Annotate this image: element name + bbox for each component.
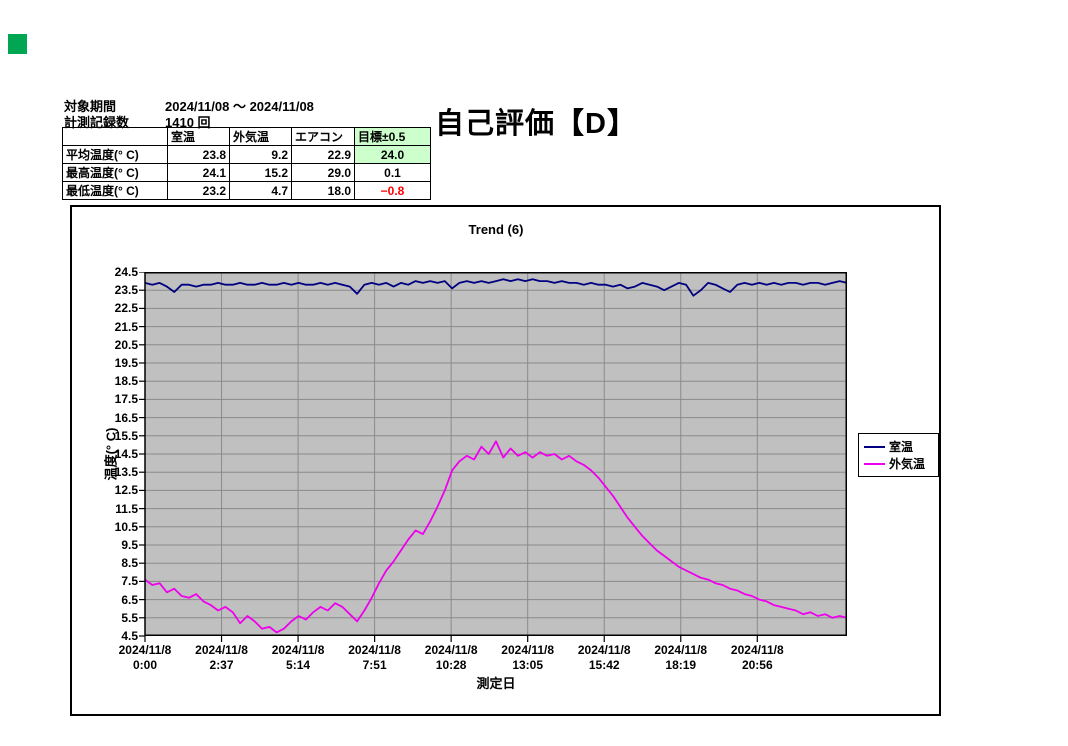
summary-table-header-row: 室温 外気温 エアコン 目標±0.5: [62, 127, 431, 146]
table-row: 最高温度(° C) 24.1 15.2 29.0 0.1: [62, 163, 431, 182]
table-cell[interactable]: 4.7: [229, 181, 292, 200]
y-tick-label: 12.5: [114, 483, 138, 498]
y-tick-label: 24.5: [114, 265, 138, 279]
table-cell[interactable]: −0.8: [354, 181, 431, 200]
column-header[interactable]: [62, 127, 168, 146]
period-row: 対象期間 2024/11/08 ～ 2024/11/08: [64, 96, 314, 115]
y-tick-label: 8.5: [121, 556, 138, 571]
y-tick-label: 22.5: [114, 301, 138, 316]
y-tick-label: 16.5: [114, 410, 138, 425]
column-header[interactable]: 室温: [167, 127, 230, 146]
y-tick-label: 14.5: [114, 447, 138, 461]
x-axis-title: 測定日: [476, 676, 516, 691]
table-cell[interactable]: 23.8: [167, 145, 230, 164]
y-tick-label: 17.5: [114, 392, 138, 407]
series-line-外気温: [144, 440, 847, 634]
plot-area: [139, 272, 847, 642]
y-tick-label: 5.5: [121, 610, 138, 625]
legend-label: 室温: [889, 440, 914, 454]
records-label[interactable]: 計測記録数: [64, 115, 130, 130]
column-header[interactable]: 目標±0.5: [354, 127, 431, 146]
records-value[interactable]: 1410 回: [165, 115, 211, 130]
green-cell-marker[interactable]: [8, 34, 27, 54]
period-value[interactable]: 2024/11/08 ～ 2024/11/08: [165, 99, 314, 114]
legend-item[interactable]: 室温: [864, 438, 933, 455]
y-tick-label: 10.5: [114, 519, 138, 534]
y-tick-label: 7.5: [121, 574, 138, 589]
table-cell[interactable]: 23.2: [167, 181, 230, 200]
y-tick-label: 15.5: [114, 428, 138, 443]
y-tick-label: 21.5: [114, 319, 138, 334]
column-header[interactable]: エアコン: [291, 127, 355, 146]
table-row: 最低温度(° C) 23.2 4.7 18.0 −0.8: [62, 181, 431, 200]
y-tick-label: 13.5: [114, 465, 138, 480]
records-row: 計測記録数 1410 回: [64, 112, 211, 131]
y-tick-label: 23.5: [114, 283, 138, 298]
series-line-室温: [144, 278, 847, 297]
trend-chart[interactable]: Trend (6) 温度(° C) 測定日 24.5 23.5 22.5 21.5 20…: [70, 205, 941, 716]
period-label[interactable]: 対象期間: [64, 99, 117, 114]
legend-item[interactable]: 外気温: [864, 455, 933, 472]
chart-legend[interactable]: 室温 外気温: [858, 433, 939, 477]
table-cell[interactable]: 29.0: [291, 163, 355, 182]
table-cell[interactable]: 15.2: [229, 163, 292, 182]
y-tick-label: 11.5: [115, 501, 138, 516]
x-tick-label: 2024/11/8 18:19: [654, 643, 708, 672]
table-row: 平均温度(° C) 23.8 9.2 22.9 24.0: [62, 145, 431, 164]
x-tick-label: 2024/11/8 20:56: [730, 643, 784, 672]
row-label[interactable]: 平均温度(° C): [62, 145, 168, 164]
chart-title: Trend (6): [468, 222, 524, 237]
x-tick-label: 2024/11/8 2:37: [195, 643, 248, 672]
row-label[interactable]: 最高温度(° C): [62, 163, 168, 182]
y-tick-label: 4.5: [121, 629, 138, 643]
row-label[interactable]: 最低温度(° C): [62, 181, 168, 200]
table-cell[interactable]: 0.1: [354, 163, 431, 182]
y-tick-label: 18.5: [114, 374, 138, 389]
x-tick-label: 2024/11/8 0:00: [118, 643, 172, 672]
y-tick-label: 19.5: [114, 356, 138, 370]
summary-table: 室温 外気温 エアコン 目標±0.5 平均温度(° C) 23.8 9.2 22.9 24.0…: [62, 127, 431, 200]
y-tick-label: 9.5: [121, 538, 138, 552]
x-tick-label: 2024/11/8 13:05: [501, 643, 555, 672]
legend-line-swatch: [864, 462, 885, 465]
table-cell[interactable]: 18.0: [291, 181, 355, 200]
table-cell[interactable]: 24.1: [167, 163, 230, 182]
legend-label: 外気温: [889, 457, 926, 471]
legend-line-swatch: [864, 445, 885, 448]
x-tick-label: 2024/11/8 10:28: [424, 643, 478, 672]
self-evaluation-title: 自己評価【D】: [435, 108, 637, 140]
y-tick-label: 6.5: [121, 592, 138, 607]
x-tick-label: 2024/11/8 5:14: [271, 643, 325, 672]
table-cell[interactable]: 9.2: [229, 145, 292, 164]
x-tick-label: 2024/11/8 15:42: [577, 643, 631, 672]
table-cell[interactable]: 24.0: [354, 145, 431, 164]
column-header[interactable]: 外気温: [229, 127, 292, 146]
table-cell[interactable]: 22.9: [291, 145, 355, 164]
x-tick-label: 2024/11/8 7:51: [348, 643, 401, 672]
y-tick-label: 20.5: [114, 337, 138, 352]
